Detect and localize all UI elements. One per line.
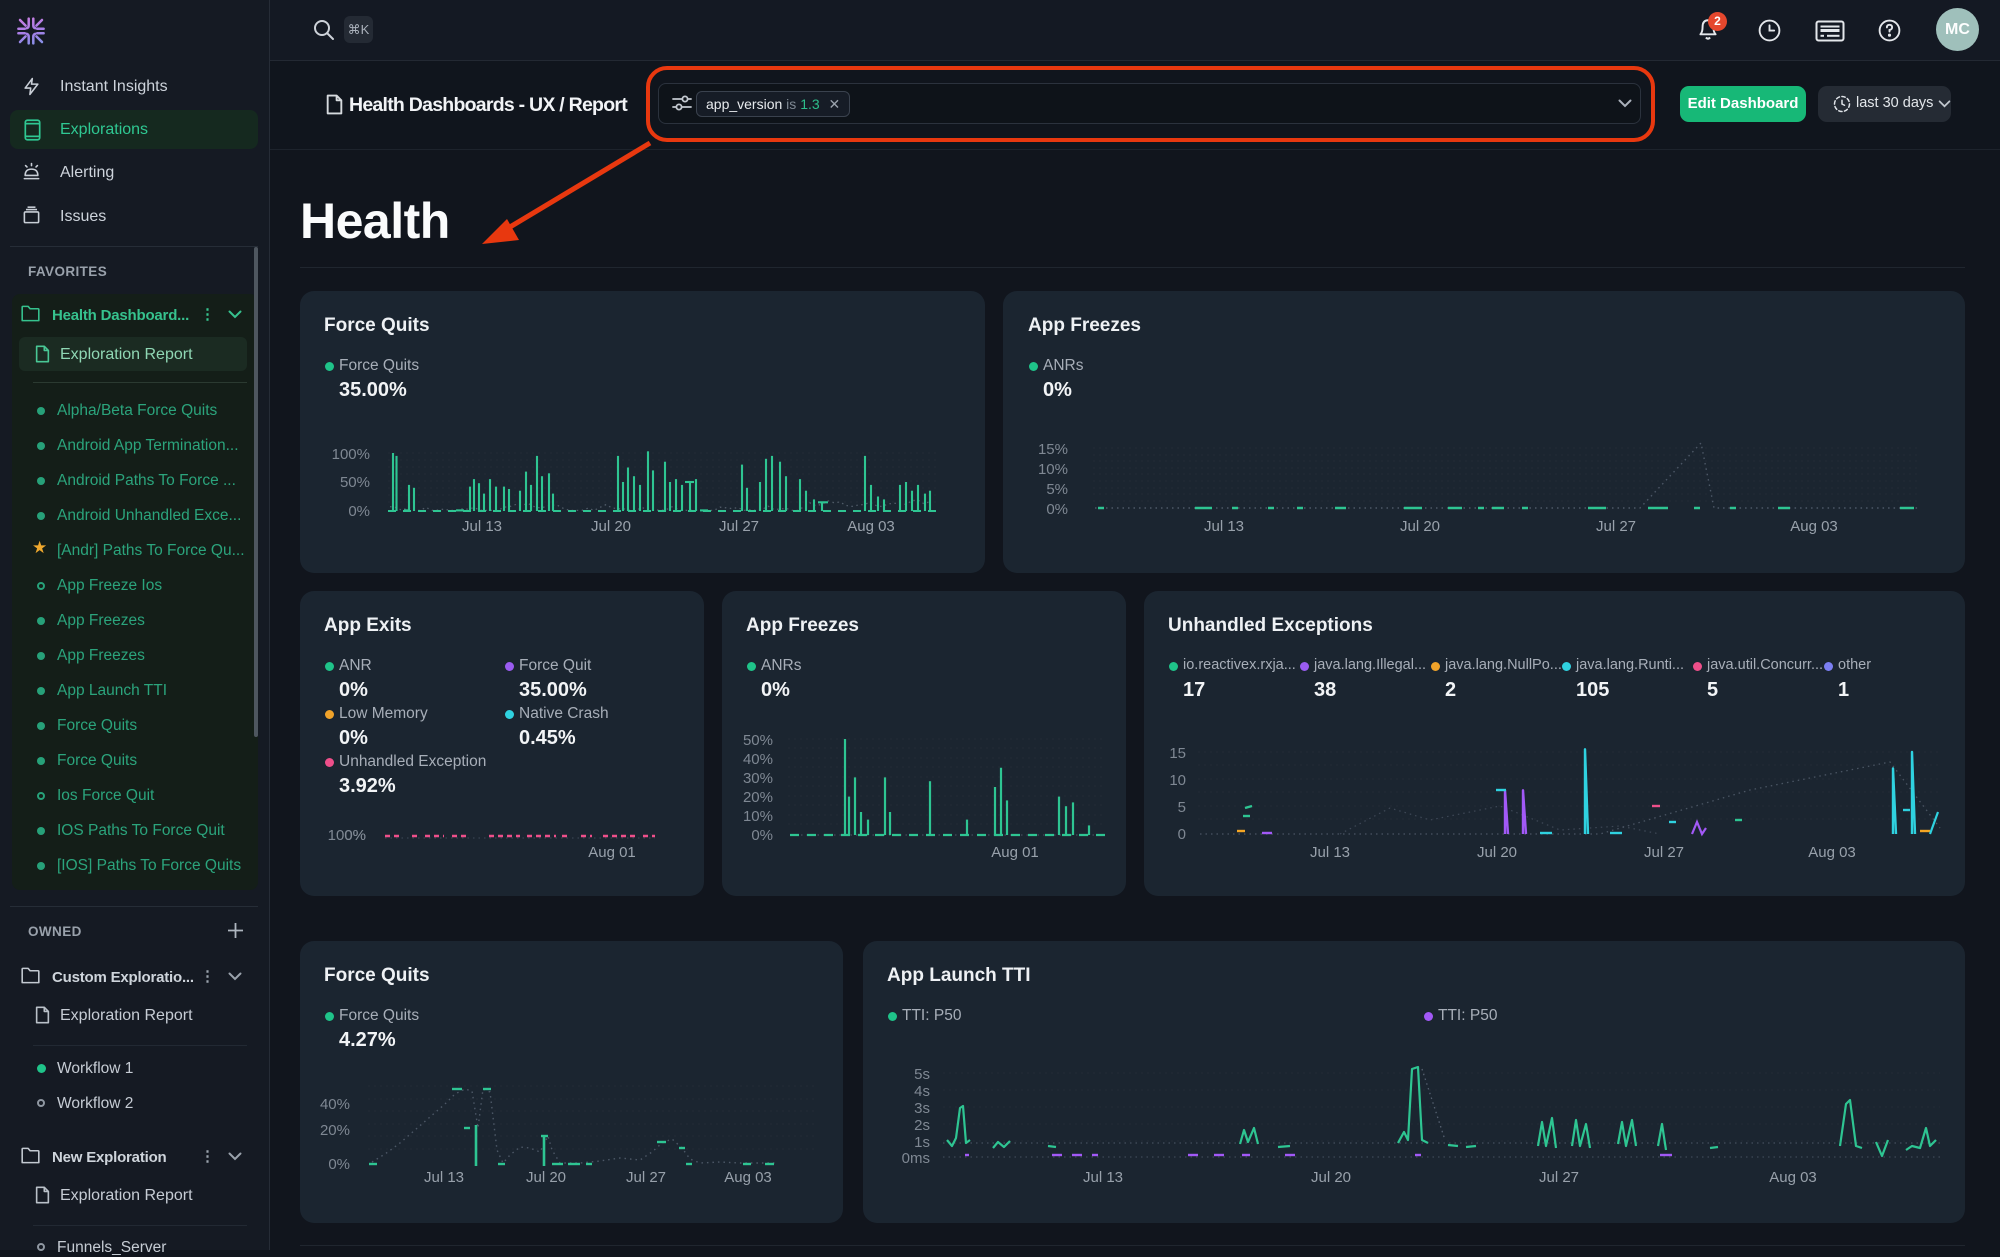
svg-text:Jul 27: Jul 27 — [719, 518, 759, 535]
svg-text:3s: 3s — [914, 1100, 930, 1117]
svg-text:Jul 13: Jul 13 — [1083, 1169, 1123, 1186]
svg-text:0%: 0% — [328, 1156, 350, 1173]
svg-text:0%: 0% — [751, 827, 773, 844]
svg-text:5: 5 — [1178, 799, 1186, 816]
svg-text:Jul 20: Jul 20 — [1400, 518, 1440, 535]
svg-text:Jul 20: Jul 20 — [1477, 844, 1517, 861]
svg-text:2s: 2s — [914, 1117, 930, 1134]
svg-text:Aug 01: Aug 01 — [991, 844, 1039, 861]
svg-text:Aug 03: Aug 03 — [724, 1169, 772, 1186]
svg-text:40%: 40% — [743, 751, 773, 768]
svg-text:Jul 27: Jul 27 — [1644, 844, 1684, 861]
svg-text:40%: 40% — [320, 1096, 350, 1113]
svg-text:Jul 13: Jul 13 — [424, 1169, 464, 1186]
svg-text:Jul 20: Jul 20 — [591, 518, 631, 535]
svg-text:Aug 03: Aug 03 — [1808, 844, 1856, 861]
svg-text:10%: 10% — [743, 808, 773, 825]
svg-text:15: 15 — [1169, 745, 1186, 762]
svg-text:Jul 13: Jul 13 — [462, 518, 502, 535]
svg-text:Jul 20: Jul 20 — [1311, 1169, 1351, 1186]
svg-text:Jul 27: Jul 27 — [1596, 518, 1636, 535]
svg-text:Jul 13: Jul 13 — [1204, 518, 1244, 535]
svg-text:Aug 03: Aug 03 — [847, 518, 895, 535]
svg-text:Jul 27: Jul 27 — [1539, 1169, 1579, 1186]
svg-text:Jul 27: Jul 27 — [626, 1169, 666, 1186]
svg-text:10%: 10% — [1038, 461, 1068, 478]
svg-text:20%: 20% — [320, 1122, 350, 1139]
svg-text:50%: 50% — [743, 732, 773, 749]
svg-text:Aug 03: Aug 03 — [1769, 1169, 1817, 1186]
svg-text:0%: 0% — [344, 827, 366, 844]
svg-text:Jul 20: Jul 20 — [526, 1169, 566, 1186]
svg-text:50%: 50% — [340, 474, 370, 491]
svg-text:Aug 03: Aug 03 — [1790, 518, 1838, 535]
svg-text:5%: 5% — [1046, 481, 1068, 498]
svg-text:5s: 5s — [914, 1066, 930, 1083]
svg-text:100%: 100% — [332, 446, 370, 463]
svg-text:0ms: 0ms — [902, 1150, 930, 1167]
svg-text:10: 10 — [1169, 772, 1186, 789]
svg-text:0%: 0% — [348, 503, 370, 520]
svg-text:0%: 0% — [1046, 501, 1068, 518]
svg-text:Aug 01: Aug 01 — [588, 844, 636, 861]
svg-text:4s: 4s — [914, 1083, 930, 1100]
svg-text:30%: 30% — [743, 770, 773, 787]
svg-text:100%: 100% — [328, 827, 366, 844]
svg-text:1s: 1s — [914, 1134, 930, 1151]
svg-text:0: 0 — [1178, 826, 1186, 843]
svg-text:Jul 13: Jul 13 — [1310, 844, 1350, 861]
svg-text:15%: 15% — [1038, 441, 1068, 458]
svg-text:20%: 20% — [743, 789, 773, 806]
